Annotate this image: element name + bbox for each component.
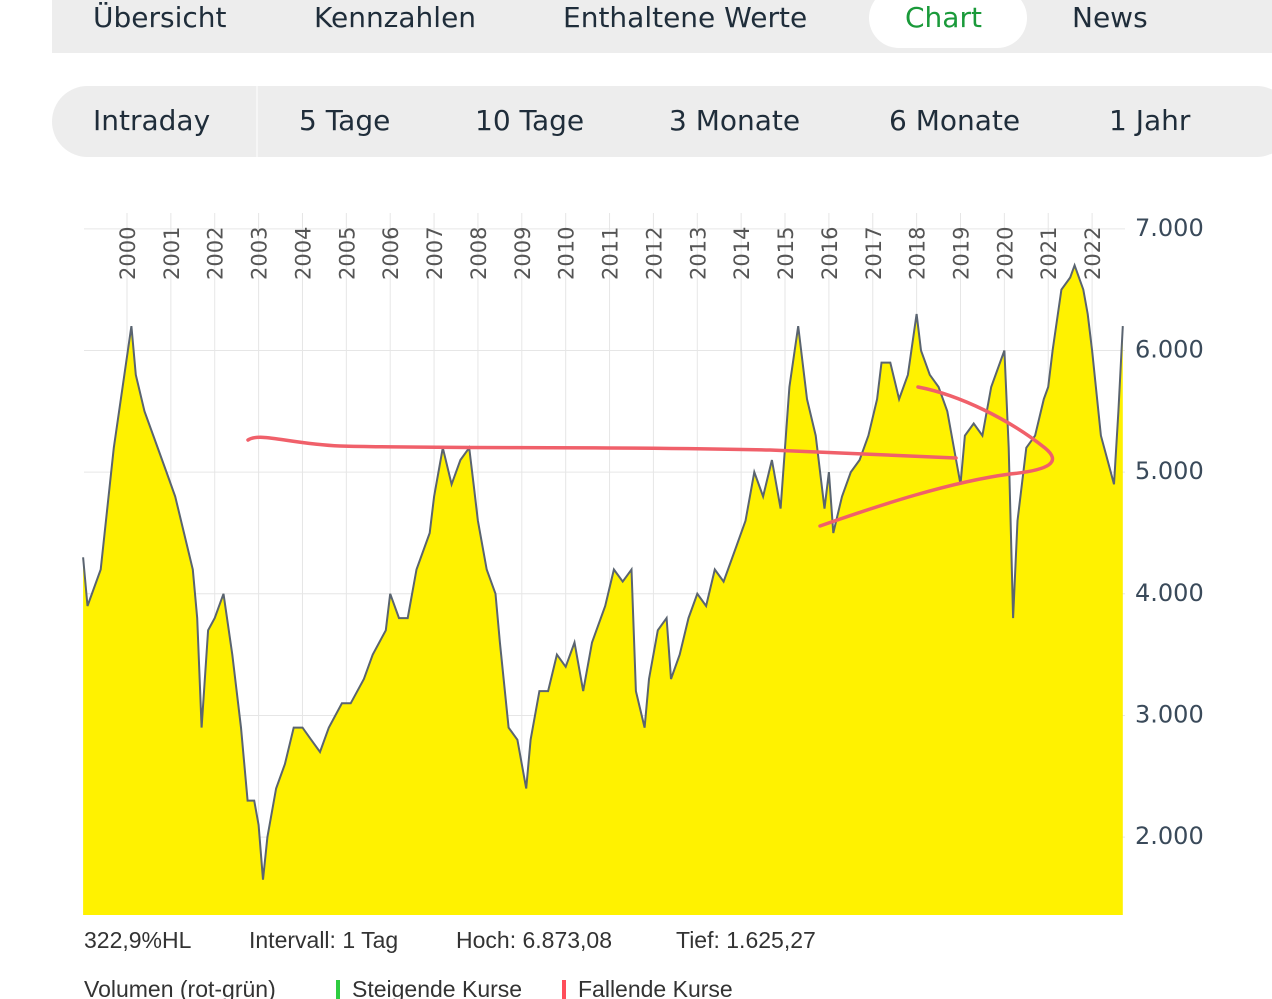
x-tick-label: 2016	[818, 227, 842, 280]
period-button[interactable]: 10 Tage	[475, 104, 585, 137]
period-button[interactable]: 5 Tage	[299, 104, 391, 137]
tab[interactable]: Kennzahlen	[314, 1, 477, 34]
period-button[interactable]: Intraday	[93, 104, 211, 137]
period-divider	[256, 86, 258, 157]
x-tick-label: 2007	[423, 227, 447, 280]
falling-swatch	[562, 980, 566, 999]
x-tick-label: 2001	[160, 227, 184, 280]
x-tick-label: 2018	[906, 227, 930, 280]
annotation-line	[246, 435, 958, 460]
rising-swatch	[336, 980, 340, 999]
y-tick-label: 3.000	[1135, 700, 1204, 728]
annotation-arrow	[818, 385, 1055, 528]
price-area	[83, 265, 1123, 915]
tab-bar	[52, 0, 1272, 53]
x-tick-label: 2021	[1037, 227, 1061, 280]
period-button[interactable]: 6 Monate	[889, 104, 1021, 137]
hand-annotation	[246, 385, 1055, 528]
x-tick-label: 2017	[862, 227, 886, 280]
x-tick-label: 2015	[774, 227, 798, 280]
active-tab-pill	[869, 0, 1027, 48]
y-tick-label: 2.000	[1135, 822, 1204, 850]
period-bar	[52, 86, 1272, 157]
falling-legend: Fallende Kurse	[578, 976, 733, 999]
x-tick-label: 2002	[204, 227, 228, 280]
period-button[interactable]: 3 Monate	[669, 104, 801, 137]
tab[interactable]: Chart	[905, 1, 982, 34]
x-tick-label: 2000	[116, 227, 140, 280]
x-tick-label: 2006	[379, 227, 403, 280]
period-button[interactable]: 1 Jahr	[1109, 104, 1191, 137]
high-info: Hoch: 6.873,08	[456, 927, 613, 953]
x-tick-label: 2009	[511, 227, 535, 280]
rising-legend: Steigende Kurse	[352, 976, 523, 999]
low-info: Tief: 1.625,27	[676, 927, 816, 953]
x-tick-label: 2020	[993, 227, 1017, 280]
y-tick-label: 5.000	[1135, 457, 1204, 485]
tab[interactable]: Enthaltene Werte	[563, 1, 808, 34]
volume-legend: Volumen (rot-grün)	[84, 976, 276, 999]
tab[interactable]: News	[1072, 1, 1148, 34]
x-tick-label: 2003	[248, 227, 272, 280]
x-tick-label: 2011	[599, 227, 623, 280]
x-tick-label: 2008	[467, 227, 491, 280]
price-line	[82, 262, 1124, 880]
x-tick-label: 2005	[335, 227, 359, 280]
x-tick-label: 2010	[555, 227, 579, 280]
x-tick-label: 2004	[291, 227, 315, 280]
range-info: 322,9%HL	[84, 927, 192, 953]
x-tick-label: 2014	[730, 227, 754, 280]
x-tick-label: 2012	[642, 227, 666, 280]
tab[interactable]: Übersicht	[93, 1, 227, 34]
x-tick-label: 2019	[949, 227, 973, 280]
x-tick-label: 2022	[1081, 227, 1105, 280]
y-tick-label: 7.000	[1135, 214, 1204, 242]
interval-info: Intervall: 1 Tag	[249, 927, 399, 953]
y-tick-label: 4.000	[1135, 579, 1204, 607]
x-tick-label: 2013	[686, 227, 710, 280]
y-tick-label: 6.000	[1135, 335, 1204, 363]
